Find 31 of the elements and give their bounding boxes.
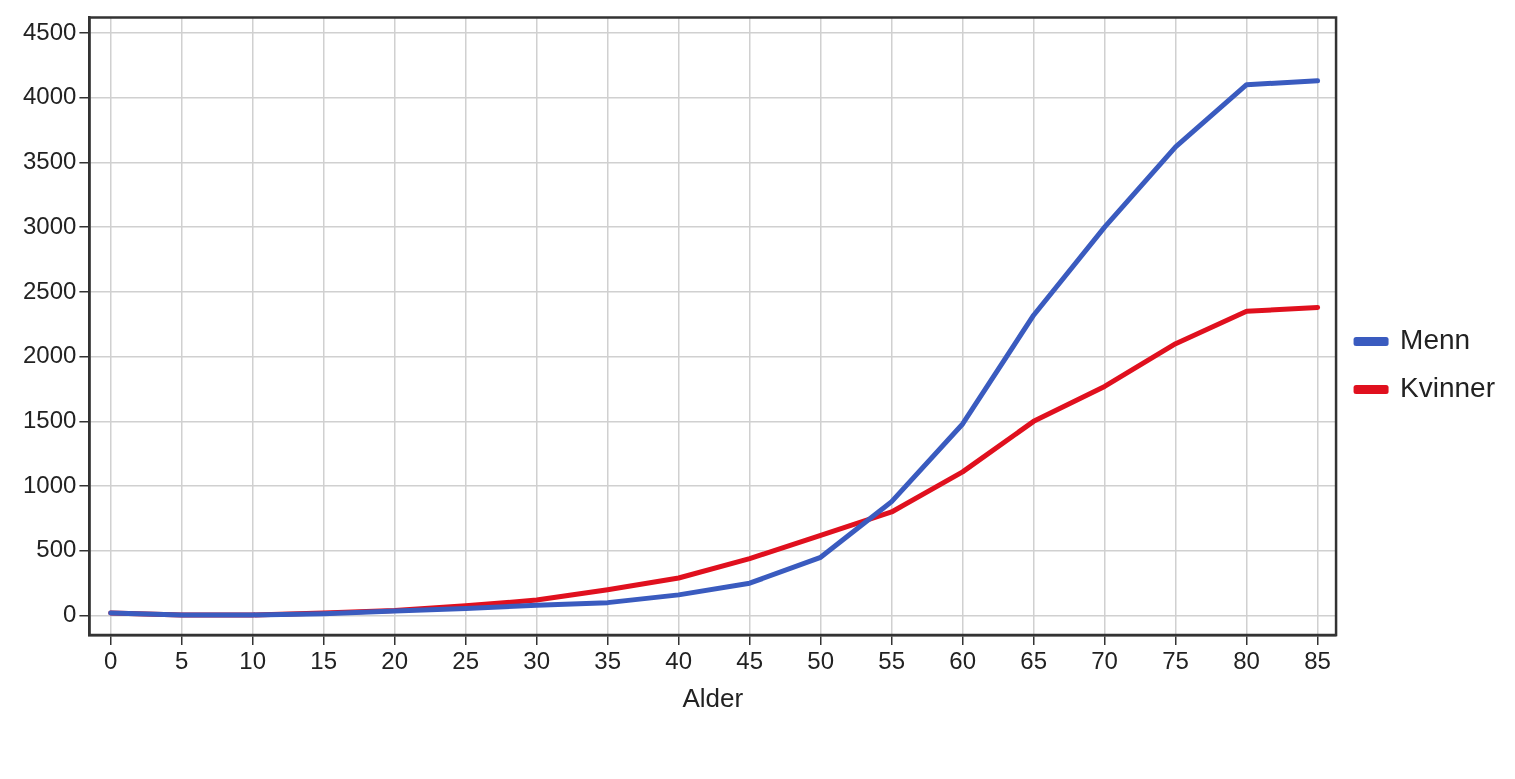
x-tick-label: 65	[1020, 647, 1047, 675]
x-tick-label: 0	[104, 647, 118, 675]
x-tick-label: 60	[949, 647, 976, 675]
x-tick-label: 20	[381, 647, 409, 675]
x-tick-label: 25	[452, 647, 480, 675]
y-tick-label: 2500	[23, 276, 77, 304]
x-tick-label: 45	[736, 647, 763, 675]
x-tick-label: 5	[175, 647, 189, 675]
legend-label: Kvinner	[1400, 372, 1495, 404]
y-tick-label: 3000	[23, 211, 77, 239]
y-tick-label: 2000	[23, 341, 77, 369]
x-tick-label: 70	[1091, 647, 1118, 675]
y-tick-label: 500	[36, 535, 77, 563]
y-tick-label: 4000	[23, 82, 77, 110]
x-tick-label: 40	[665, 647, 692, 675]
x-tick-label: 35	[594, 647, 622, 675]
x-tick-label: 55	[878, 647, 905, 675]
y-tick-label: 4500	[23, 17, 77, 45]
x-tick-label: 15	[310, 647, 338, 675]
legend-label: Menn	[1400, 324, 1471, 356]
y-tick-label: 1500	[23, 405, 77, 433]
x-tick-label: 10	[239, 647, 267, 675]
x-tick-label: 75	[1162, 647, 1189, 675]
y-tick-label: 3500	[23, 147, 77, 175]
x-tick-label: 80	[1233, 647, 1260, 675]
x-axis-title: Alder	[682, 682, 744, 713]
y-tick-label: 0	[63, 600, 77, 628]
x-tick-label: 50	[807, 647, 834, 675]
x-tick-label: 85	[1304, 647, 1331, 675]
x-tick-label: 30	[523, 647, 551, 675]
y-tick-label: 1000	[23, 470, 77, 498]
